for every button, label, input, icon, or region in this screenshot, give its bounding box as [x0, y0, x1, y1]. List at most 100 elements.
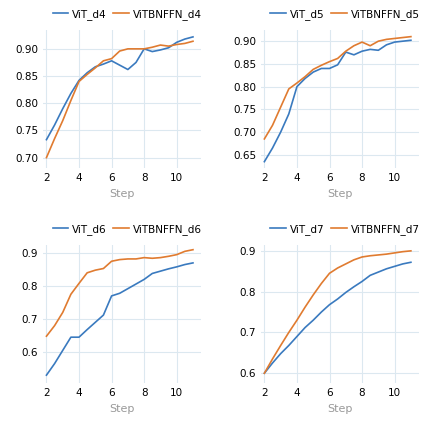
ViT_d7: [335, 296, 340, 302]
ViTBNFFN_d6: [133, 256, 139, 262]
ViTBNFFN_d5: [278, 104, 283, 109]
ViTBNFFN_d4: [166, 43, 171, 49]
ViT_d5: [302, 76, 308, 81]
ViTBNFFN_d4: [60, 118, 65, 123]
ViT_d5: [376, 48, 381, 53]
ViTBNFFN_d6: [191, 247, 196, 252]
ViT_d5: [384, 42, 389, 47]
ViT_d5: [335, 62, 340, 67]
ViT_d7: [359, 279, 365, 284]
Legend: ViT_d6, ViTBNFFN_d6: ViT_d6, ViTBNFFN_d6: [48, 219, 206, 239]
ViT_d4: [174, 40, 179, 45]
ViTBNFFN_d6: [60, 310, 65, 315]
ViT_d6: [117, 291, 122, 296]
ViT_d6: [174, 264, 179, 269]
ViT_d7: [294, 334, 299, 339]
Line: ViT_d4: ViT_d4: [47, 37, 193, 140]
ViT_d5: [408, 38, 413, 43]
ViTBNFFN_d4: [133, 46, 139, 52]
ViTBNFFN_d4: [158, 43, 163, 48]
ViT_d4: [125, 67, 130, 72]
Line: ViTBNFFN_d6: ViTBNFFN_d6: [47, 250, 193, 336]
ViTBNFFN_d6: [182, 249, 187, 254]
ViTBNFFN_d4: [149, 45, 155, 50]
ViTBNFFN_d6: [85, 270, 90, 275]
ViTBNFFN_d5: [392, 36, 397, 41]
X-axis label: Step: Step: [327, 404, 353, 414]
ViTBNFFN_d6: [125, 256, 130, 262]
ViT_d4: [133, 60, 139, 65]
ViTBNFFN_d7: [400, 249, 405, 254]
ViTBNFFN_d4: [142, 46, 147, 52]
ViT_d6: [149, 271, 155, 276]
ViTBNFFN_d7: [286, 330, 292, 335]
ViT_d4: [182, 37, 187, 42]
ViTBNFFN_d6: [174, 252, 179, 257]
ViT_d5: [368, 47, 373, 52]
ViTBNFFN_d4: [68, 98, 73, 103]
ViT_d6: [68, 335, 73, 340]
ViTBNFFN_d5: [351, 43, 356, 48]
ViTBNFFN_d4: [85, 72, 90, 77]
ViT_d7: [408, 260, 413, 265]
ViT_d7: [376, 270, 381, 275]
ViTBNFFN_d7: [384, 252, 389, 257]
ViT_d7: [270, 360, 275, 366]
ViTBNFFN_d4: [101, 58, 106, 63]
ViT_d6: [142, 277, 147, 282]
ViT_d6: [52, 361, 57, 366]
ViT_d6: [125, 286, 130, 291]
ViT_d6: [109, 294, 114, 299]
ViT_d4: [44, 137, 49, 142]
ViTBNFFN_d5: [400, 35, 405, 40]
ViT_d7: [392, 264, 397, 269]
ViTBNFFN_d5: [343, 49, 348, 54]
ViT_d5: [327, 66, 332, 71]
ViT_d6: [60, 348, 65, 353]
ViT_d5: [343, 49, 348, 55]
ViT_d5: [319, 66, 324, 71]
Legend: ViT_d4, ViTBNFFN_d4: ViT_d4, ViTBNFFN_d4: [48, 5, 206, 24]
ViTBNFFN_d5: [408, 34, 413, 39]
ViT_d4: [52, 122, 57, 127]
ViT_d5: [311, 69, 316, 75]
ViTBNFFN_d5: [302, 74, 308, 79]
ViT_d4: [149, 49, 155, 54]
ViTBNFFN_d6: [142, 255, 147, 260]
ViT_d5: [278, 130, 283, 135]
ViTBNFFN_d7: [408, 248, 413, 253]
ViTBNFFN_d4: [117, 49, 122, 54]
ViT_d4: [109, 58, 114, 63]
ViT_d5: [359, 49, 365, 54]
ViT_d7: [351, 284, 356, 289]
ViTBNFFN_d5: [270, 123, 275, 128]
Line: ViT_d5: ViT_d5: [264, 40, 411, 161]
ViTBNFFN_d5: [368, 43, 373, 48]
ViT_d6: [133, 282, 139, 287]
ViTBNFFN_d4: [44, 155, 49, 160]
ViT_d5: [351, 52, 356, 58]
X-axis label: Step: Step: [109, 404, 135, 414]
ViTBNFFN_d5: [319, 63, 324, 68]
ViTBNFFN_d7: [294, 318, 299, 323]
ViT_d6: [76, 335, 82, 340]
ViT_d6: [166, 266, 171, 271]
ViT_d7: [286, 343, 292, 348]
ViTBNFFN_d5: [376, 39, 381, 44]
ViT_d7: [302, 325, 308, 330]
ViT_d5: [270, 145, 275, 150]
ViTBNFFN_d6: [68, 292, 73, 297]
X-axis label: Step: Step: [327, 189, 353, 199]
ViT_d7: [368, 273, 373, 278]
Line: ViTBNFFN_d5: ViTBNFFN_d5: [264, 37, 411, 139]
ViT_d4: [85, 70, 90, 75]
ViTBNFFN_d5: [286, 86, 292, 92]
ViT_d5: [400, 39, 405, 44]
ViT_d4: [166, 45, 171, 50]
ViTBNFFN_d7: [270, 357, 275, 362]
Legend: ViT_d7, ViTBNFFN_d7: ViT_d7, ViTBNFFN_d7: [267, 219, 424, 239]
ViTBNFFN_d5: [311, 67, 316, 72]
ViT_d7: [278, 351, 283, 356]
ViTBNFFN_d7: [278, 343, 283, 348]
ViTBNFFN_d4: [52, 136, 57, 141]
